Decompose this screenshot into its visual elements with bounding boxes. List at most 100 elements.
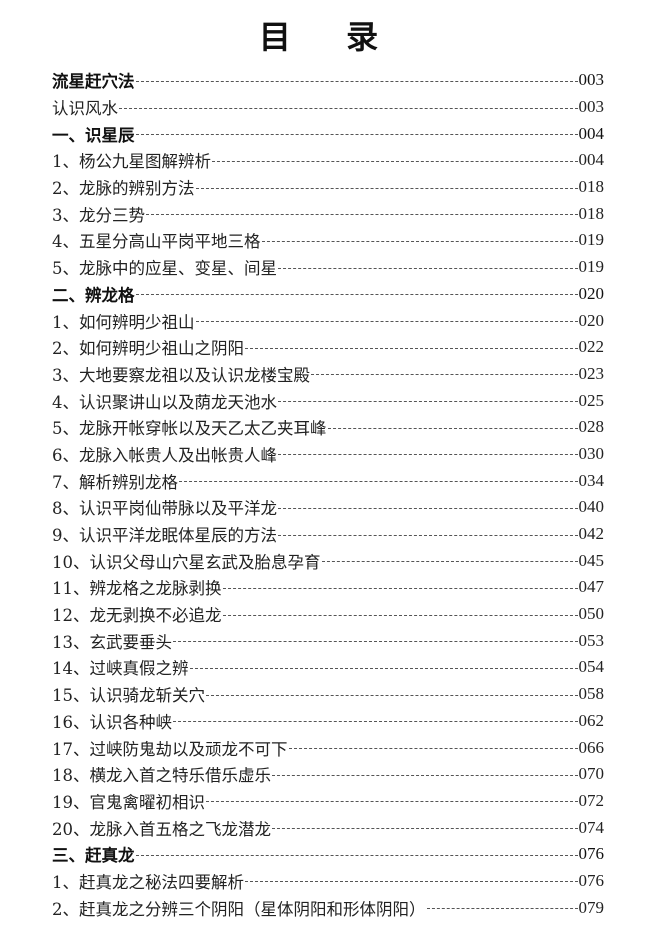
- toc-entry-label: 18、横龙入首之特乐借乐虚乐: [52, 766, 271, 786]
- toc-entry[interactable]: 18、横龙入首之特乐借乐虚乐 070: [52, 761, 604, 788]
- toc-entry-page-number: 004: [578, 123, 605, 143]
- toc-entry[interactable]: 5、龙脉开帐穿帐以及天乙太乙夹耳峰 028: [52, 414, 604, 441]
- dotted-leader: [288, 748, 578, 750]
- dotted-leader: [173, 641, 578, 643]
- toc-entry[interactable]: 2、赶真龙之分辨三个阴阳（星体阴阳和形体阴阳） 079: [52, 894, 604, 921]
- toc-entry-label: 1、杨公九星图解辨析: [52, 152, 211, 172]
- toc-entry-page-number: 079: [578, 897, 605, 917]
- toc-entry-label: 5、龙脉开帐穿帐以及天乙太乙夹耳峰: [52, 419, 327, 439]
- toc-entry-page-number: 074: [578, 817, 605, 837]
- toc-entry[interactable]: 3、龙分三势 018: [52, 200, 604, 227]
- toc-entry[interactable]: 13、玄武要垂头 053: [52, 627, 604, 654]
- toc-entry[interactable]: 9、认识平洋龙眠体星辰的方法 042: [52, 521, 604, 548]
- toc-entry-label: 3、龙分三势: [52, 205, 145, 225]
- toc-entry-label: 11、辨龙格之龙脉剥换: [52, 579, 222, 599]
- toc-entry[interactable]: 8、认识平岗仙带脉以及平洋龙 040: [52, 494, 604, 521]
- toc-entry[interactable]: 5、龙脉中的应星、变星、间星 019: [52, 254, 604, 281]
- toc-entry-label: 16、认识各种峡: [52, 712, 172, 732]
- toc-entry-label: 12、龙无剥换不必追龙: [52, 606, 222, 626]
- toc-section-heading[interactable]: 三、赶真龙 076: [52, 841, 604, 868]
- toc-entry-page-number: 018: [578, 203, 605, 223]
- toc-entry-label: 一、识星辰: [52, 125, 135, 145]
- toc-entry-label: 2、龙脉的辨别方法: [52, 179, 195, 199]
- dotted-leader: [195, 187, 578, 189]
- dotted-leader: [195, 321, 578, 323]
- toc-entry[interactable]: 14、过峡真假之辨 054: [52, 654, 604, 681]
- toc-entry-page-number: 018: [578, 177, 605, 197]
- toc-entry[interactable]: 17、过峡防鬼劫以及顽龙不可下 066: [52, 734, 604, 761]
- toc-entry-page-number: 047: [578, 577, 605, 597]
- dotted-leader: [278, 401, 578, 403]
- toc-entry-label: 1、赶真龙之秘法四要解析: [52, 872, 244, 892]
- dotted-leader: [426, 908, 578, 910]
- toc-entry-page-number: 019: [578, 230, 605, 250]
- dotted-leader: [135, 80, 578, 82]
- toc-entry[interactable]: 19、官鬼禽曜初相识 072: [52, 788, 604, 815]
- toc-section-heading[interactable]: 一、识星辰 004: [52, 120, 604, 147]
- toc-entry[interactable]: 4、五星分高山平岗平地三格 019: [52, 227, 604, 254]
- toc-entry-label: 二、辨龙格: [52, 285, 135, 305]
- toc-entry-page-number: 003: [578, 97, 605, 117]
- toc-entry[interactable]: 20、龙脉入首五格之飞龙潜龙 074: [52, 814, 604, 841]
- table-of-contents: 流星赶穴法 003 认识风水 003 一、识星辰 004 1、杨公九星图解辨析 004 2、龙脉…: [52, 67, 604, 921]
- toc-entry-page-number: 040: [578, 497, 605, 517]
- toc-entry-label: 认识风水: [52, 99, 118, 119]
- toc-entry-label: 15、认识骑龙斩关穴: [52, 686, 205, 706]
- dotted-leader: [278, 267, 578, 269]
- dotted-leader: [179, 481, 578, 483]
- toc-entry-label: 9、认识平洋龙眠体星辰的方法: [52, 526, 277, 546]
- toc-entry-label: 流星赶穴法: [52, 72, 135, 92]
- toc-entry-page-number: 072: [578, 790, 605, 810]
- toc-entry[interactable]: 11、辨龙格之龙脉剥换 047: [52, 574, 604, 601]
- toc-entry-page-number: 076: [578, 870, 605, 890]
- toc-entry-page-number: 053: [578, 630, 605, 650]
- toc-entry[interactable]: 7、解析辨别龙格 034: [52, 467, 604, 494]
- toc-entry[interactable]: 6、龙脉入帐贵人及出帐贵人峰 030: [52, 441, 604, 468]
- toc-entry[interactable]: 1、如何辨明少祖山 020: [52, 307, 604, 334]
- toc-entry-page-number: 020: [578, 283, 605, 303]
- toc-entry-page-number: 070: [578, 764, 605, 784]
- toc-entry-page-number: 066: [578, 737, 605, 757]
- dotted-leader: [146, 214, 578, 216]
- toc-entry[interactable]: 4、认识聚讲山以及荫龙天池水 025: [52, 387, 604, 414]
- dotted-leader: [206, 801, 578, 803]
- toc-entry[interactable]: 认识风水 003: [52, 94, 604, 121]
- dotted-leader: [173, 721, 578, 723]
- dotted-leader: [272, 774, 578, 776]
- toc-entry-page-number: 058: [578, 684, 605, 704]
- toc-entry[interactable]: 10、认识父母山穴星玄武及胎息孕育 045: [52, 547, 604, 574]
- toc-entry[interactable]: 2、如何辨明少祖山之阴阳 022: [52, 334, 604, 361]
- toc-entry-page-number: 076: [578, 844, 605, 864]
- toc-entry-label: 3、大地要察龙祖以及认识龙楼宝殿: [52, 365, 310, 385]
- toc-entry-page-number: 042: [578, 524, 605, 544]
- toc-entry-page-number: 022: [578, 337, 605, 357]
- dotted-leader: [278, 507, 578, 509]
- dotted-leader: [206, 694, 578, 696]
- toc-entry-label: 14、过峡真假之辨: [52, 659, 189, 679]
- dotted-leader: [135, 854, 578, 856]
- toc-entry-page-number: 034: [578, 470, 605, 490]
- toc-entry[interactable]: 16、认识各种峡 062: [52, 708, 604, 735]
- toc-entry[interactable]: 15、认识骑龙斩关穴 058: [52, 681, 604, 708]
- toc-entry-label: 8、认识平岗仙带脉以及平洋龙: [52, 499, 277, 519]
- toc-entry-page-number: 003: [578, 70, 605, 90]
- toc-entry-label: 19、官鬼禽曜初相识: [52, 792, 205, 812]
- toc-entry-label: 三、赶真龙: [52, 846, 135, 866]
- toc-entry[interactable]: 12、龙无剥换不必追龙 050: [52, 601, 604, 628]
- page-title: 目 录: [258, 18, 401, 56]
- toc-entry-label: 10、认识父母山穴星玄武及胎息孕育: [52, 552, 321, 572]
- toc-section-heading[interactable]: 二、辨龙格 020: [52, 281, 604, 308]
- dotted-leader: [245, 881, 578, 883]
- toc-section-heading[interactable]: 流星赶穴法 003: [52, 67, 604, 94]
- dotted-leader: [135, 134, 578, 136]
- toc-entry[interactable]: 1、杨公九星图解辨析 004: [52, 147, 604, 174]
- toc-entry-label: 1、如何辨明少祖山: [52, 312, 195, 332]
- toc-entry[interactable]: 3、大地要察龙祖以及认识龙楼宝殿 023: [52, 361, 604, 388]
- dotted-leader: [189, 667, 578, 669]
- toc-entry[interactable]: 2、龙脉的辨别方法 018: [52, 174, 604, 201]
- dotted-leader: [212, 160, 578, 162]
- toc-entry[interactable]: 1、赶真龙之秘法四要解析 076: [52, 868, 604, 895]
- toc-entry-page-number: 062: [578, 710, 605, 730]
- dotted-leader: [278, 454, 578, 456]
- toc-entry-label: 20、龙脉入首五格之飞龙潜龙: [52, 819, 271, 839]
